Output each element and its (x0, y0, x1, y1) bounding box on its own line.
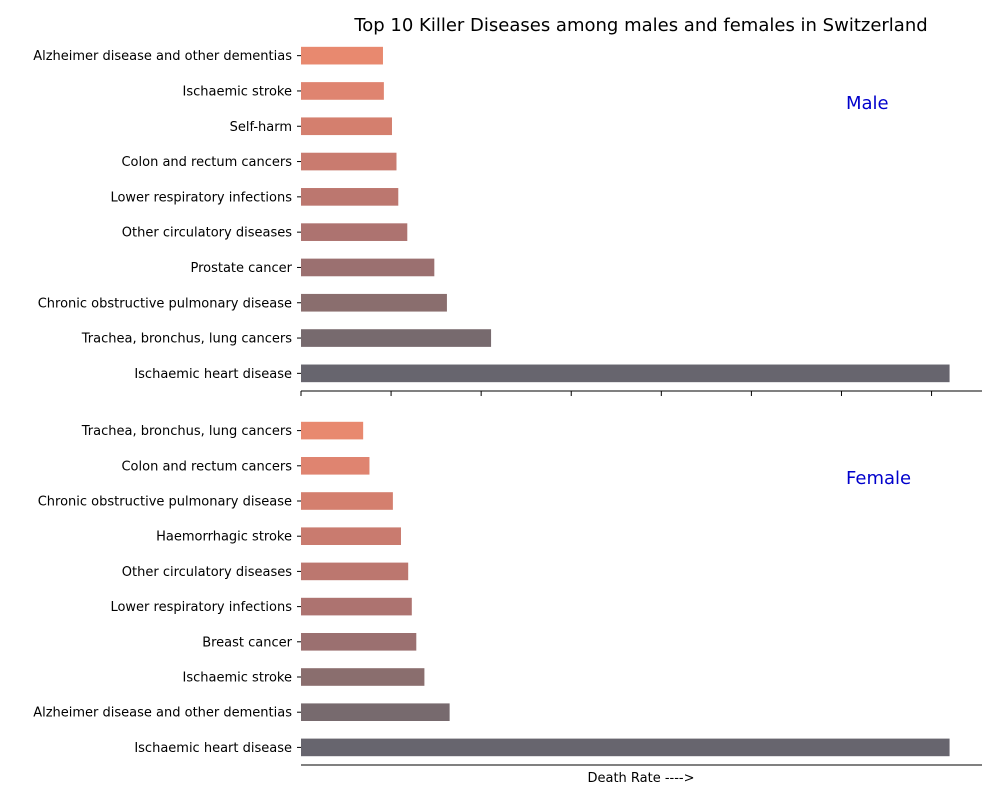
x-axis-label: Death Rate ----> (587, 771, 694, 786)
bar (301, 738, 950, 757)
bar (301, 188, 399, 206)
bar (301, 492, 393, 510)
y-tick-label: Trachea, bronchus, lung cancers (81, 332, 292, 347)
bar (301, 329, 492, 347)
y-tick-label: Other circulatory diseases (122, 226, 292, 241)
bar (301, 82, 384, 100)
y-tick-label: Ischaemic stroke (183, 84, 292, 99)
bar (301, 46, 383, 65)
bar (301, 457, 370, 475)
bar (301, 562, 409, 581)
y-tick-label: Ischaemic heart disease (134, 741, 292, 756)
bar (301, 258, 435, 277)
bar (301, 527, 401, 545)
y-tick-label: Ischaemic heart disease (134, 367, 292, 382)
y-tick-label: Alzheimer disease and other dementias (33, 706, 292, 721)
chart-panel-male: Alzheimer disease and other dementias Isc… (33, 46, 982, 396)
bar (301, 223, 408, 241)
y-tick-label: Self-harm (230, 120, 292, 135)
y-tick-label: Lower respiratory infections (110, 600, 292, 615)
bar (301, 421, 364, 440)
y-tick-label: Lower respiratory infections (110, 190, 292, 205)
bar (301, 117, 392, 136)
chart-panels: Alzheimer disease and other dementias Isc… (33, 46, 982, 766)
chart-title: Top 10 Killer Diseases among males and f… (353, 15, 927, 36)
bar (301, 703, 450, 721)
panel-label: Male (846, 93, 889, 114)
panel-label: Female (846, 468, 911, 489)
bar (301, 293, 447, 312)
bar (301, 152, 397, 171)
y-tick-label: Colon and rectum cancers (121, 155, 292, 170)
y-tick-label: Colon and rectum cancers (121, 459, 292, 474)
y-tick-label: Trachea, bronchus, lung cancers (81, 424, 292, 439)
y-tick-label: Alzheimer disease and other dementias (33, 49, 292, 64)
bar (301, 668, 425, 686)
bar (301, 597, 412, 616)
y-tick-label: Ischaemic stroke (183, 671, 292, 686)
y-tick-label: Prostate cancer (190, 261, 292, 276)
chart-panel-female: Trachea, bronchus, lung cancers Colon and… (33, 421, 982, 766)
y-tick-label: Chronic obstructive pulmonary disease (38, 495, 292, 510)
y-tick-label: Other circulatory diseases (122, 565, 292, 580)
y-tick-label: Chronic obstructive pulmonary disease (38, 296, 292, 311)
y-tick-label: Breast cancer (202, 635, 292, 650)
bar (301, 633, 417, 651)
y-tick-label: Haemorrhagic stroke (156, 530, 292, 545)
bar (301, 364, 950, 383)
